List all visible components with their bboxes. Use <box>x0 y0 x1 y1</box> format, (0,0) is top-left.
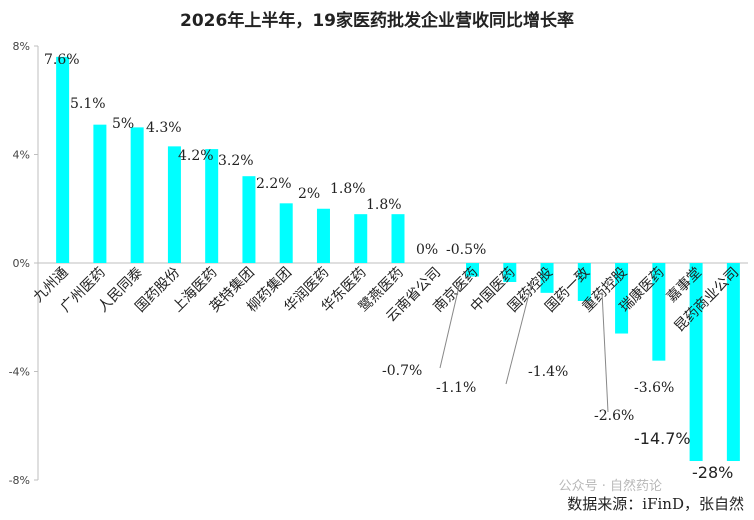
y-tick-label: 8% <box>13 40 30 53</box>
data-label: -0.5% <box>446 242 486 258</box>
bar-7 <box>279 203 293 263</box>
bar-9 <box>354 214 368 263</box>
data-label: 5.1% <box>70 96 106 112</box>
data-label: -1.1% <box>436 380 476 396</box>
bar-18 <box>689 263 703 462</box>
bar-10 <box>391 214 405 263</box>
watermark-text: 公众号 · 自然药论 <box>558 479 662 494</box>
label-connector <box>601 291 609 413</box>
data-label: -1.4% <box>528 364 568 380</box>
y-tick-label: 0% <box>13 257 30 270</box>
bar-17 <box>652 263 666 361</box>
data-label: 3.2% <box>218 153 254 169</box>
bar-3 <box>130 127 144 263</box>
data-label: 5% <box>112 116 134 132</box>
bar-4 <box>167 146 181 263</box>
data-label: -2.6% <box>594 408 634 424</box>
label-connector <box>505 281 533 385</box>
bar-15 <box>577 263 591 301</box>
y-tick-label: 4% <box>13 149 30 162</box>
bar-12 <box>466 263 480 277</box>
bar-2 <box>93 124 107 263</box>
data-label: -28% <box>692 463 733 482</box>
data-label: 2% <box>298 186 320 202</box>
y-tick-label: -4% <box>9 366 30 379</box>
data-label: 0% <box>416 242 438 258</box>
bar-14 <box>540 263 554 293</box>
bar-13 <box>503 263 517 282</box>
bar-5 <box>205 149 219 263</box>
bar-8 <box>316 208 330 263</box>
bar-1 <box>56 56 70 263</box>
data-label: 7.6% <box>44 52 80 68</box>
label-connector <box>439 281 461 369</box>
data-label: -3.6% <box>634 380 674 396</box>
y-tick-label: -8% <box>9 474 30 487</box>
data-label: 2.2% <box>256 176 292 192</box>
chart-title: 2026年上半年，19家医药批发企业营收同比增长率 <box>180 11 574 31</box>
bar-19 <box>726 263 740 462</box>
bar-16 <box>615 263 629 334</box>
data-label: 4.2% <box>178 148 214 164</box>
data-label: -0.7% <box>382 363 422 379</box>
data-label: 1.8% <box>330 181 366 197</box>
bar-6 <box>242 176 256 263</box>
data-label: 1.8% <box>366 197 402 213</box>
data-label: 4.3% <box>146 120 182 136</box>
data-source-note: 数据来源：iFinD，张自然 <box>567 495 744 513</box>
data-label: -14.7% <box>634 429 691 448</box>
